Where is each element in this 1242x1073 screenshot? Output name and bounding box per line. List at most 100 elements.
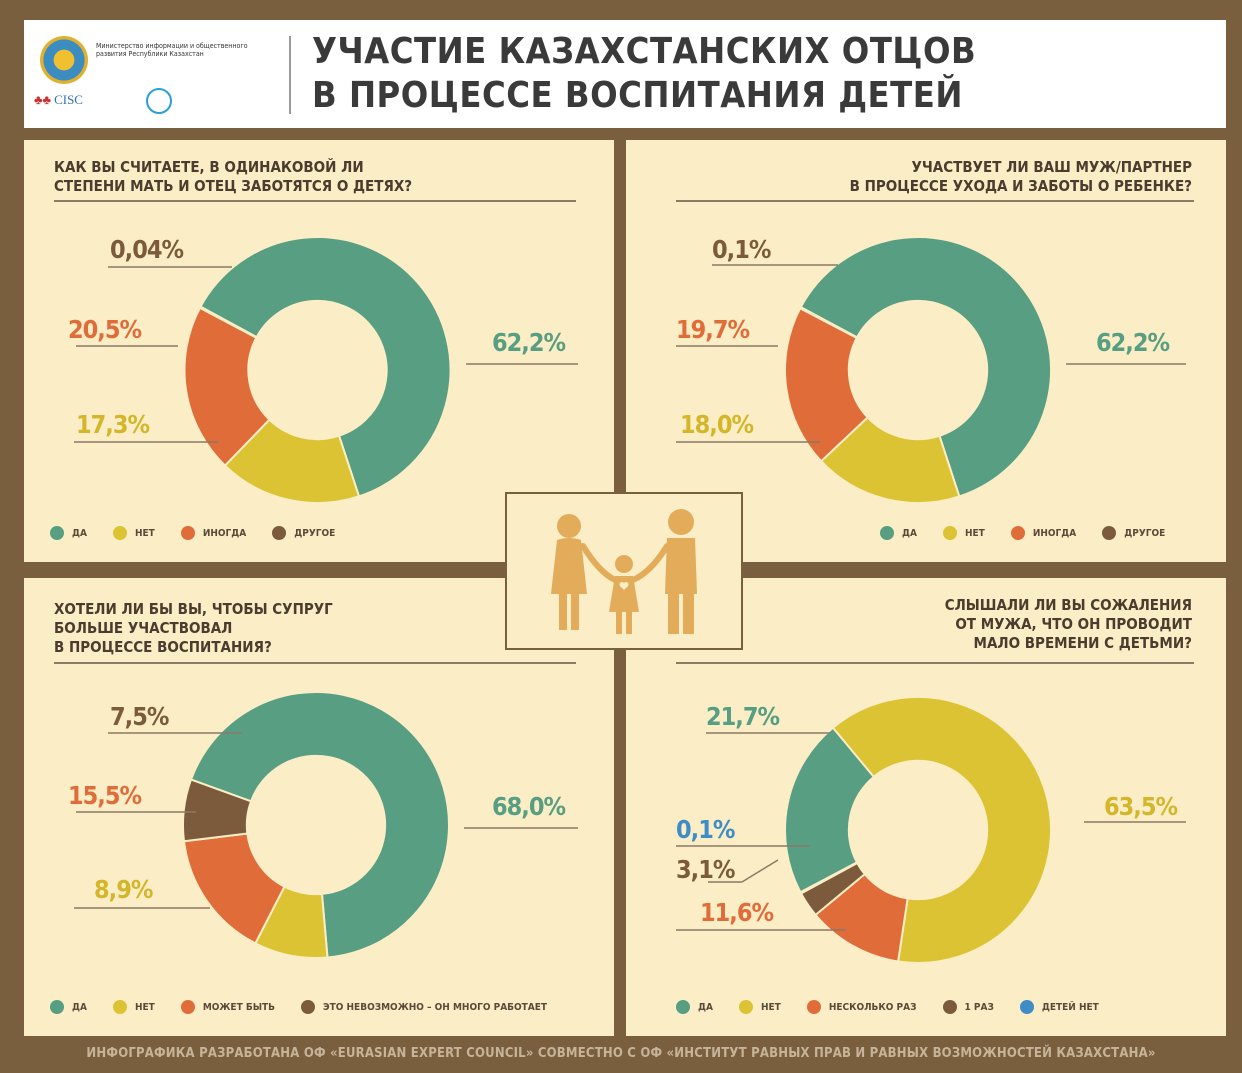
legend-label: ИНОГДА [202, 527, 247, 539]
family-logo-icon: ♣♣ [34, 92, 52, 107]
legend-4-item-several: НЕСКОЛЬКО РАЗ [806, 1000, 917, 1014]
header-divider [289, 36, 291, 114]
donut-chart-4 [784, 696, 1052, 964]
legend-dot [180, 526, 195, 540]
chart-2-label-sometimes: 19,7% [676, 315, 750, 344]
title-line-2: В ПРОЦЕССЕ ВОСПИТАНИЯ ДЕТЕЙ [312, 75, 964, 116]
donut-slice-1-4 [198, 305, 259, 340]
chart-2-label-other: 0,1% [712, 235, 771, 264]
legend-dot [942, 526, 957, 540]
legend-dot [180, 1000, 195, 1014]
legend-label: ДА [72, 527, 87, 539]
question-4: СЛЫШАЛИ ЛИ ВЫ СОЖАЛЕНИЯ ОТ МУЖА, ЧТО ОН … [945, 596, 1192, 653]
legend-1-item-yes: ДА [50, 526, 87, 540]
question-1-line-2: СТЕПЕНИ МАТЬ И ОТЕЦ ЗАБОТЯТСЯ О ДЕТЯХ? [54, 177, 413, 195]
title-line-1: УЧАСТИЕ КАЗАХСТАНСКИХ ОТЦОВ [312, 31, 977, 72]
question-3-line-3: В ПРОЦЕССЕ ВОСПИТАНИЯ? [54, 638, 272, 656]
legend-1-item-sometimes: ИНОГДА [180, 526, 247, 540]
family-icon [551, 509, 697, 634]
legend-4: ДА НЕТ НЕСКОЛЬКО РАЗ 1 РАЗ ДЕТЕЙ НЕТ [676, 1000, 1099, 1014]
ministry-text: Министерство информации и общественного … [96, 42, 248, 58]
question-1: КАК ВЫ СЧИТАЕТЕ, В ОДИНАКОВОЙ ЛИ СТЕПЕНИ… [54, 158, 412, 196]
legend-2: ДА НЕТ ИНОГДА ДРУГОЕ [880, 526, 1165, 540]
legend-dot [50, 1000, 64, 1014]
legend-label: ДА [902, 527, 917, 539]
legend-dot [301, 1000, 316, 1014]
legend-2-item-no: НЕТ [942, 526, 985, 540]
legend-2-item-other: ДРУГОЕ [1102, 526, 1165, 540]
question-4-underline [676, 662, 1194, 664]
legend-label: ДА [72, 1001, 87, 1013]
family-illustration [505, 492, 743, 650]
question-2-line-2: В ПРОЦЕССЕ УХОДА И ЗАБОТЫ О РЕБЕНКЕ? [849, 177, 1192, 195]
legend-1: ДА НЕТ ИНОГДА ДРУГОЕ [50, 526, 361, 540]
donut-slice-3-1 [189, 691, 450, 959]
legend-4-item-no: НЕТ [738, 1000, 781, 1014]
donut-slice-1-3 [183, 306, 271, 467]
legend-dot [272, 526, 287, 540]
question-2-underline [676, 200, 1194, 202]
question-2: УЧАСТВУЕТ ЛИ ВАШ МУЖ/ПАРТНЕР В ПРОЦЕССЕ … [850, 158, 1192, 196]
donut-slice-2-3 [784, 306, 870, 463]
question-1-line-1: КАК ВЫ СЧИТАЕТЕ, В ОДИНАКОВОЙ ЛИ [54, 158, 364, 176]
question-1-underline [54, 200, 576, 202]
donut-slice-1-1 [198, 236, 452, 498]
legend-label: НЕТ [134, 527, 155, 539]
chart-3-label-no: 8,9% [94, 875, 153, 904]
legend-label: НЕСКОЛЬКО РАЗ [828, 1001, 917, 1013]
legend-1-item-other: ДРУГОЕ [272, 526, 335, 540]
chart-4-label-once: 3,1% [676, 855, 735, 884]
legend-dot [738, 1000, 753, 1014]
legend-3-item-yes: ДА [50, 1000, 87, 1014]
legend-dot [1019, 1000, 1034, 1014]
legend-dot [112, 526, 127, 540]
legend-label: 1 РАЗ [964, 1001, 994, 1013]
legend-dot [676, 1000, 690, 1014]
donut-slice-2-1 [799, 236, 1052, 498]
donut-chart-3 [182, 691, 450, 959]
legend-dot [806, 1000, 821, 1014]
legend-label: ДРУГОЕ [1124, 527, 1166, 539]
question-3-underline [54, 662, 576, 664]
legend-1-item-no: НЕТ [112, 526, 155, 540]
question-3: ХОТЕЛИ ЛИ БЫ ВЫ, ЧТОБЫ СУПРУГ БОЛЬШЕ УЧА… [54, 600, 333, 657]
donut-slice-1-2 [223, 418, 361, 504]
legend-dot [112, 1000, 127, 1014]
donut-slice-2-4 [798, 305, 859, 340]
legend-label: ИНОГДА [1032, 527, 1077, 539]
donut-chart-2 [784, 236, 1052, 504]
chart-2-label-no: 18,0% [680, 410, 754, 439]
legend-label: НЕТ [134, 1001, 155, 1013]
footer-credits: ИНФОГРАФИКА РАЗРАБОТАНА ОФ «EURASIAN EXP… [86, 1046, 1156, 1061]
panel-3 [24, 578, 614, 1036]
question-2-line-1: УЧАСТВУЕТ ЛИ ВАШ МУЖ/ПАРТНЕР [911, 158, 1192, 176]
chart-1-label-other: 0,04% [110, 235, 184, 264]
legend-dot [880, 526, 894, 540]
page-title: УЧАСТИЕ КАЗАХСТАНСКИХ ОТЦОВ В ПРОЦЕССЕ В… [312, 30, 976, 118]
legend-4-item-once: 1 РАЗ [942, 1000, 994, 1014]
legend-4-item-yes: ДА [676, 1000, 713, 1014]
chart-3-label-yes: 68,0% [492, 792, 566, 821]
legend-3: ДА НЕТ МОЖЕТ БЫТЬ ЭТО НЕВОЗМОЖНО – ОН МН… [50, 1000, 547, 1014]
legend-dot [942, 1000, 957, 1014]
question-4-line-1: СЛЫШАЛИ ЛИ ВЫ СОЖАЛЕНИЯ [944, 596, 1192, 614]
legend-3-item-no: НЕТ [112, 1000, 155, 1014]
question-3-line-1: ХОТЕЛИ ЛИ БЫ ВЫ, ЧТОБЫ СУПРУГ [54, 600, 333, 618]
legend-dot [1102, 526, 1117, 540]
donut-slice-4-2 [831, 696, 1052, 964]
legend-3-item-maybe: МОЖЕТ БЫТЬ [180, 1000, 276, 1014]
legend-label: ДЕТЕЙ НЕТ [1041, 1001, 1099, 1013]
legend-4-item-no-children: ДЕТЕЙ НЕТ [1019, 1000, 1099, 1014]
legend-label: МОЖЕТ БЫТЬ [202, 1001, 276, 1013]
legend-2-item-yes: ДА [880, 526, 917, 540]
chart-1-label-sometimes: 20,5% [68, 315, 142, 344]
legend-dot [50, 526, 64, 540]
donut-slice-4-1 [784, 726, 876, 894]
legend-label: ДА [698, 1001, 713, 1013]
legend-label: НЕТ [964, 527, 985, 539]
legend-label: НЕТ [760, 1001, 781, 1013]
legend-2-item-sometimes: ИНОГДА [1010, 526, 1077, 540]
chart-1-label-yes: 62,2% [492, 328, 566, 357]
donut-chart-1 [183, 236, 452, 504]
